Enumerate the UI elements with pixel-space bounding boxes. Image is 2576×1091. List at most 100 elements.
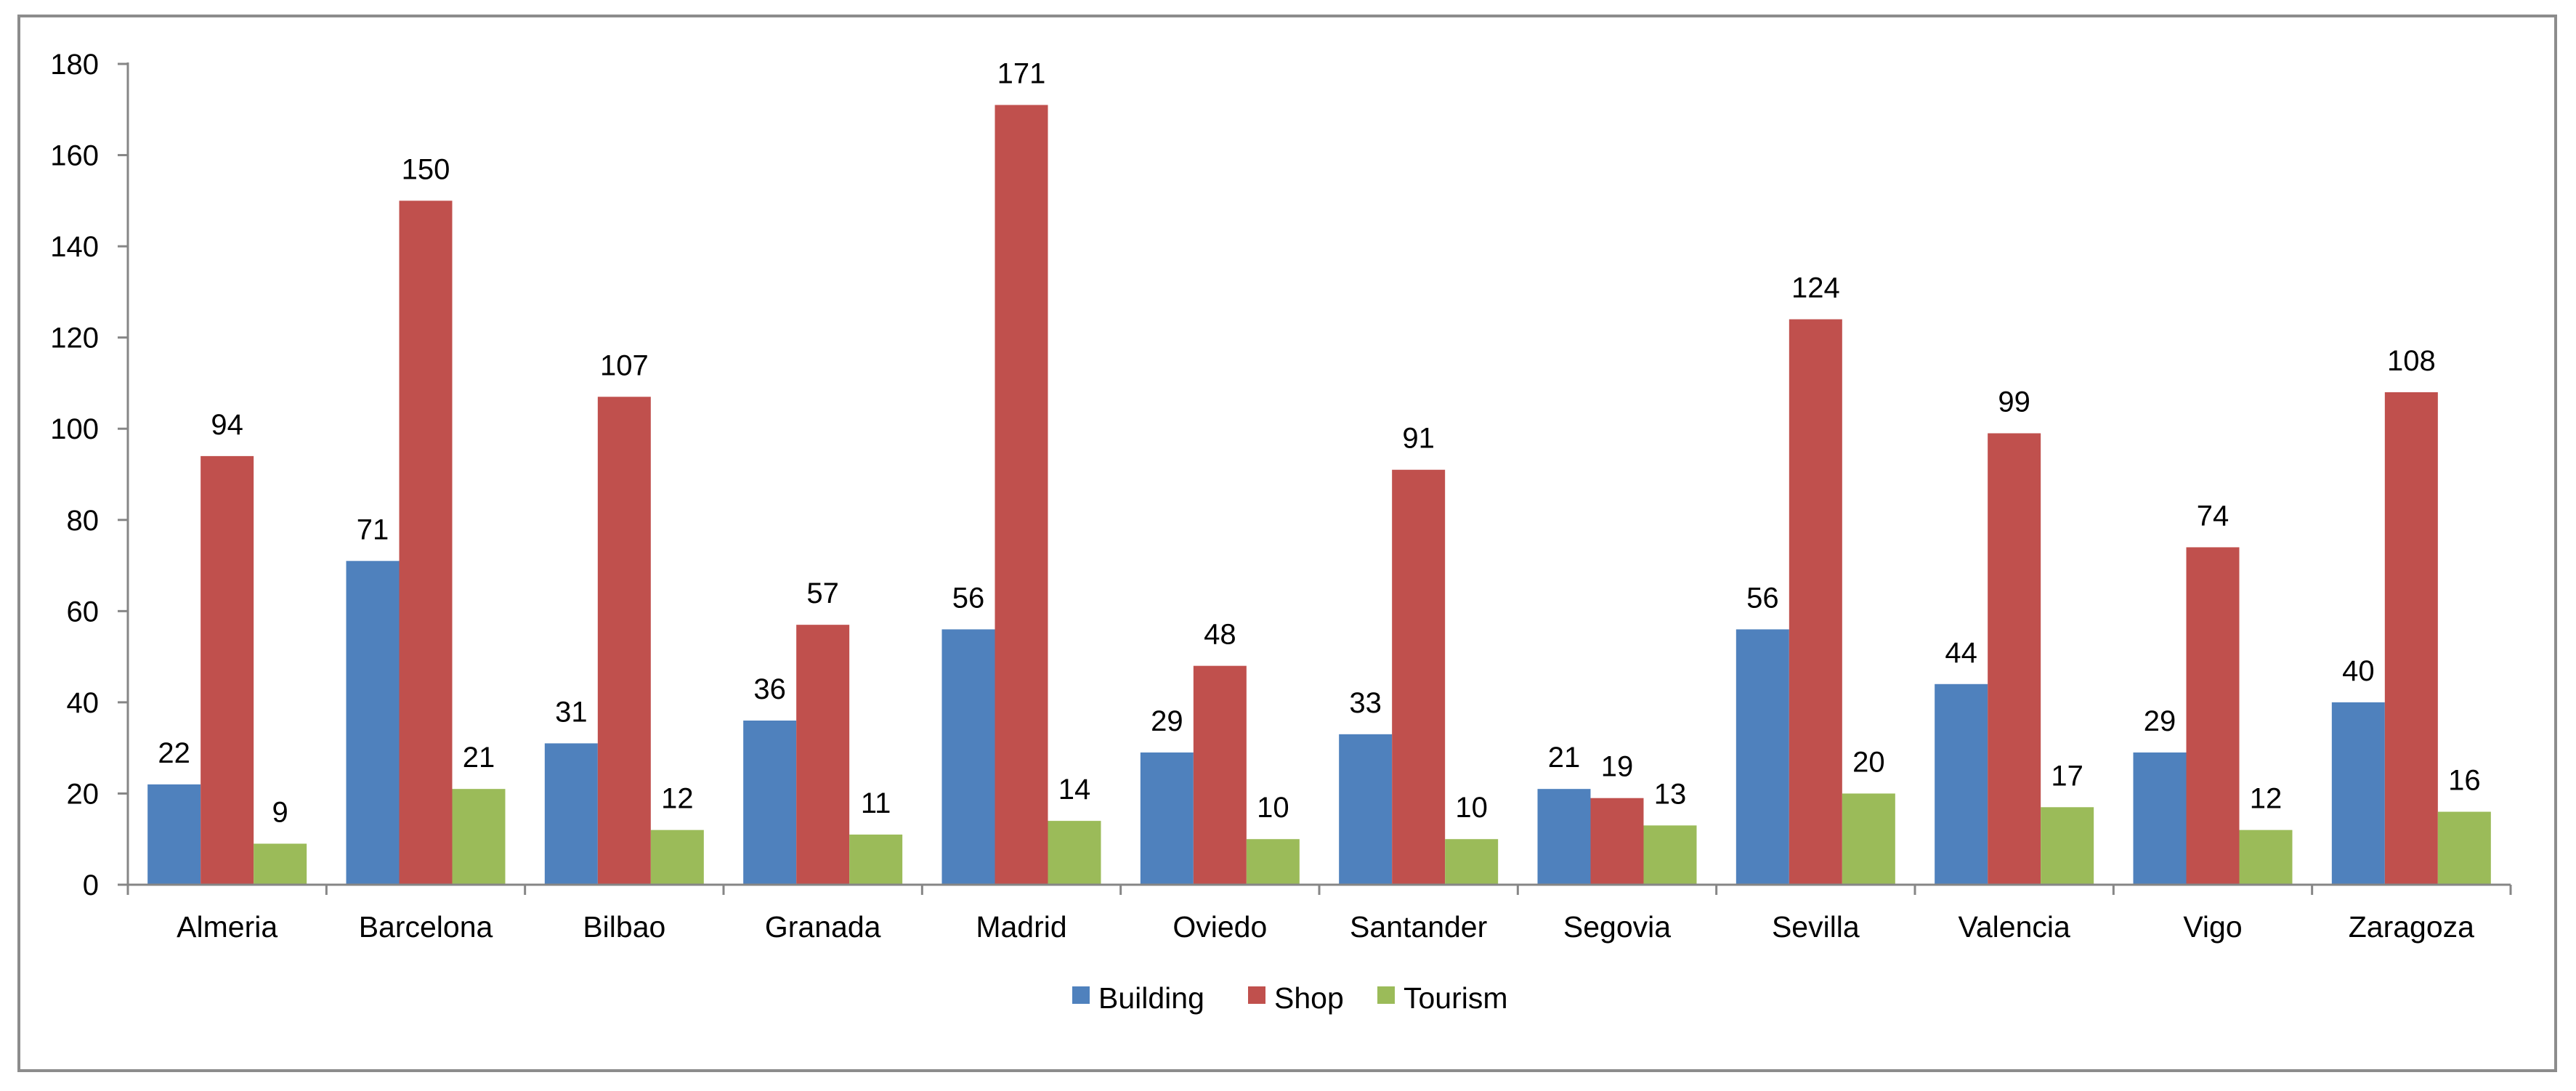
bar-tourism-bilbao	[650, 830, 704, 885]
category-label-bilbao: Bilbao	[583, 910, 665, 944]
y-tick-label: 60	[67, 596, 100, 628]
data-label-tourism-valencia: 17	[2051, 760, 2083, 792]
bar-tourism-madrid	[1048, 821, 1101, 885]
bar-shop-santander	[1392, 469, 1446, 885]
data-label-building-segovia: 21	[1548, 742, 1581, 774]
data-label-building-madrid: 56	[952, 582, 985, 614]
bar-shop-granada	[796, 625, 850, 885]
bar-building-almeria	[147, 784, 201, 885]
bar-tourism-almeria	[254, 843, 307, 885]
bar-shop-barcelona	[399, 200, 453, 885]
data-label-building-zaragoza: 40	[2342, 655, 2375, 687]
data-label-tourism-santander: 10	[1455, 792, 1488, 824]
data-label-tourism-zaragoza: 16	[2448, 765, 2481, 797]
bar-building-granada	[743, 721, 797, 885]
bar-building-oviedo	[1140, 752, 1194, 885]
data-labels: 22 94 9 71 150 21 31 107 12 36 57 11 56 171 14 29 48 10 33…	[158, 58, 2480, 829]
data-label-shop-bilbao: 107	[600, 349, 649, 381]
legend-label-tourism: Tourism	[1404, 981, 1508, 1015]
data-label-tourism-vigo: 12	[2250, 783, 2283, 815]
category-label-vigo: Vigo	[2183, 910, 2242, 944]
data-label-shop-santander: 91	[1402, 423, 1435, 455]
category-label-segovia: Segovia	[1563, 910, 1671, 944]
category-label-valencia: Valencia	[1959, 910, 2070, 944]
bar-tourism-zaragoza	[2437, 811, 2491, 885]
data-label-building-vigo: 29	[2144, 705, 2176, 737]
bar-shop-oviedo	[1193, 665, 1247, 885]
bar-shop-valencia	[1988, 433, 2041, 885]
data-label-tourism-segovia: 13	[1654, 778, 1687, 810]
category-label-oviedo: Oviedo	[1172, 910, 1267, 944]
bar-building-valencia	[1935, 684, 1988, 885]
data-label-tourism-bilbao: 12	[661, 783, 694, 815]
data-label-tourism-almeria: 9	[272, 797, 288, 829]
data-label-tourism-oviedo: 10	[1257, 792, 1289, 824]
bar-tourism-oviedo	[1246, 839, 1300, 885]
legend-swatch-shop	[1248, 986, 1265, 1004]
bar-shop-madrid	[995, 105, 1048, 885]
y-axis-ticks: 0 20 40 60 80 100 120 140 160 180	[50, 49, 128, 901]
bar-tourism-sevilla	[1842, 793, 1895, 885]
data-label-shop-valencia: 99	[1998, 386, 2030, 418]
category-label-barcelona: Barcelona	[359, 910, 493, 944]
data-label-shop-zaragoza: 108	[2387, 345, 2436, 377]
bar-building-barcelona	[346, 561, 400, 885]
bar-shop-zaragoza	[2384, 392, 2438, 885]
bar-building-santander	[1339, 734, 1393, 885]
bar-shop-sevilla	[1789, 319, 1842, 885]
bar-tourism-granada	[849, 834, 903, 885]
bar-building-madrid	[941, 629, 995, 885]
bar-building-segovia	[1537, 789, 1591, 885]
data-label-shop-segovia: 19	[1601, 751, 1634, 783]
bar-shop-segovia	[1590, 798, 1644, 885]
bar-building-vigo	[2133, 752, 2187, 885]
y-tick-label: 140	[50, 231, 99, 263]
bar-shop-almeria	[201, 455, 254, 885]
category-label-zaragoza: Zaragoza	[2349, 910, 2474, 944]
data-label-shop-oviedo: 48	[1204, 619, 1236, 651]
y-tick-label: 100	[50, 413, 99, 445]
y-tick-label: 80	[67, 505, 100, 537]
bars	[147, 105, 2491, 885]
axes	[126, 62, 2512, 895]
data-label-shop-vigo: 74	[2197, 500, 2229, 532]
y-tick-label: 0	[83, 869, 99, 901]
bar-building-bilbao	[544, 743, 598, 885]
data-label-building-sevilla: 56	[1746, 582, 1779, 614]
category-label-madrid: Madrid	[976, 910, 1066, 944]
data-label-shop-sevilla: 124	[1791, 272, 1840, 304]
bar-tourism-segovia	[1643, 825, 1697, 885]
data-label-building-bilbao: 31	[555, 696, 588, 728]
legend-label-shop: Shop	[1274, 981, 1344, 1015]
y-tick-label: 180	[50, 49, 99, 81]
legend-label-building: Building	[1098, 981, 1204, 1015]
y-tick-label: 40	[67, 687, 100, 719]
data-label-building-valencia: 44	[1945, 637, 1977, 669]
data-label-shop-madrid: 171	[997, 58, 1046, 90]
data-label-tourism-sevilla: 20	[1852, 746, 1885, 778]
data-label-building-oviedo: 29	[1151, 705, 1183, 737]
y-tick-label: 120	[50, 323, 99, 354]
data-label-shop-barcelona: 150	[402, 153, 450, 185]
data-label-tourism-granada: 11	[861, 787, 891, 819]
bar-tourism-santander	[1445, 839, 1499, 885]
data-label-shop-almeria: 94	[211, 409, 243, 441]
bar-building-sevilla	[1735, 629, 1789, 885]
bar-tourism-valencia	[2041, 807, 2094, 885]
bar-tourism-barcelona	[452, 789, 506, 885]
category-label-granada: Granada	[765, 910, 881, 944]
data-label-shop-granada: 57	[806, 577, 839, 609]
data-label-tourism-madrid: 14	[1058, 774, 1091, 806]
category-label-santander: Santander	[1350, 910, 1487, 944]
bar-shop-bilbao	[597, 397, 651, 885]
y-tick-label: 160	[50, 140, 99, 172]
category-label-almeria: Almeria	[177, 910, 278, 944]
data-label-building-santander: 33	[1349, 687, 1382, 719]
data-label-building-granada: 36	[753, 673, 786, 705]
data-label-building-barcelona: 71	[357, 514, 389, 546]
legend-swatch-building	[1072, 986, 1090, 1004]
bar-shop-vigo	[2186, 547, 2240, 885]
data-label-tourism-barcelona: 21	[463, 742, 495, 774]
data-label-building-almeria: 22	[158, 737, 190, 769]
